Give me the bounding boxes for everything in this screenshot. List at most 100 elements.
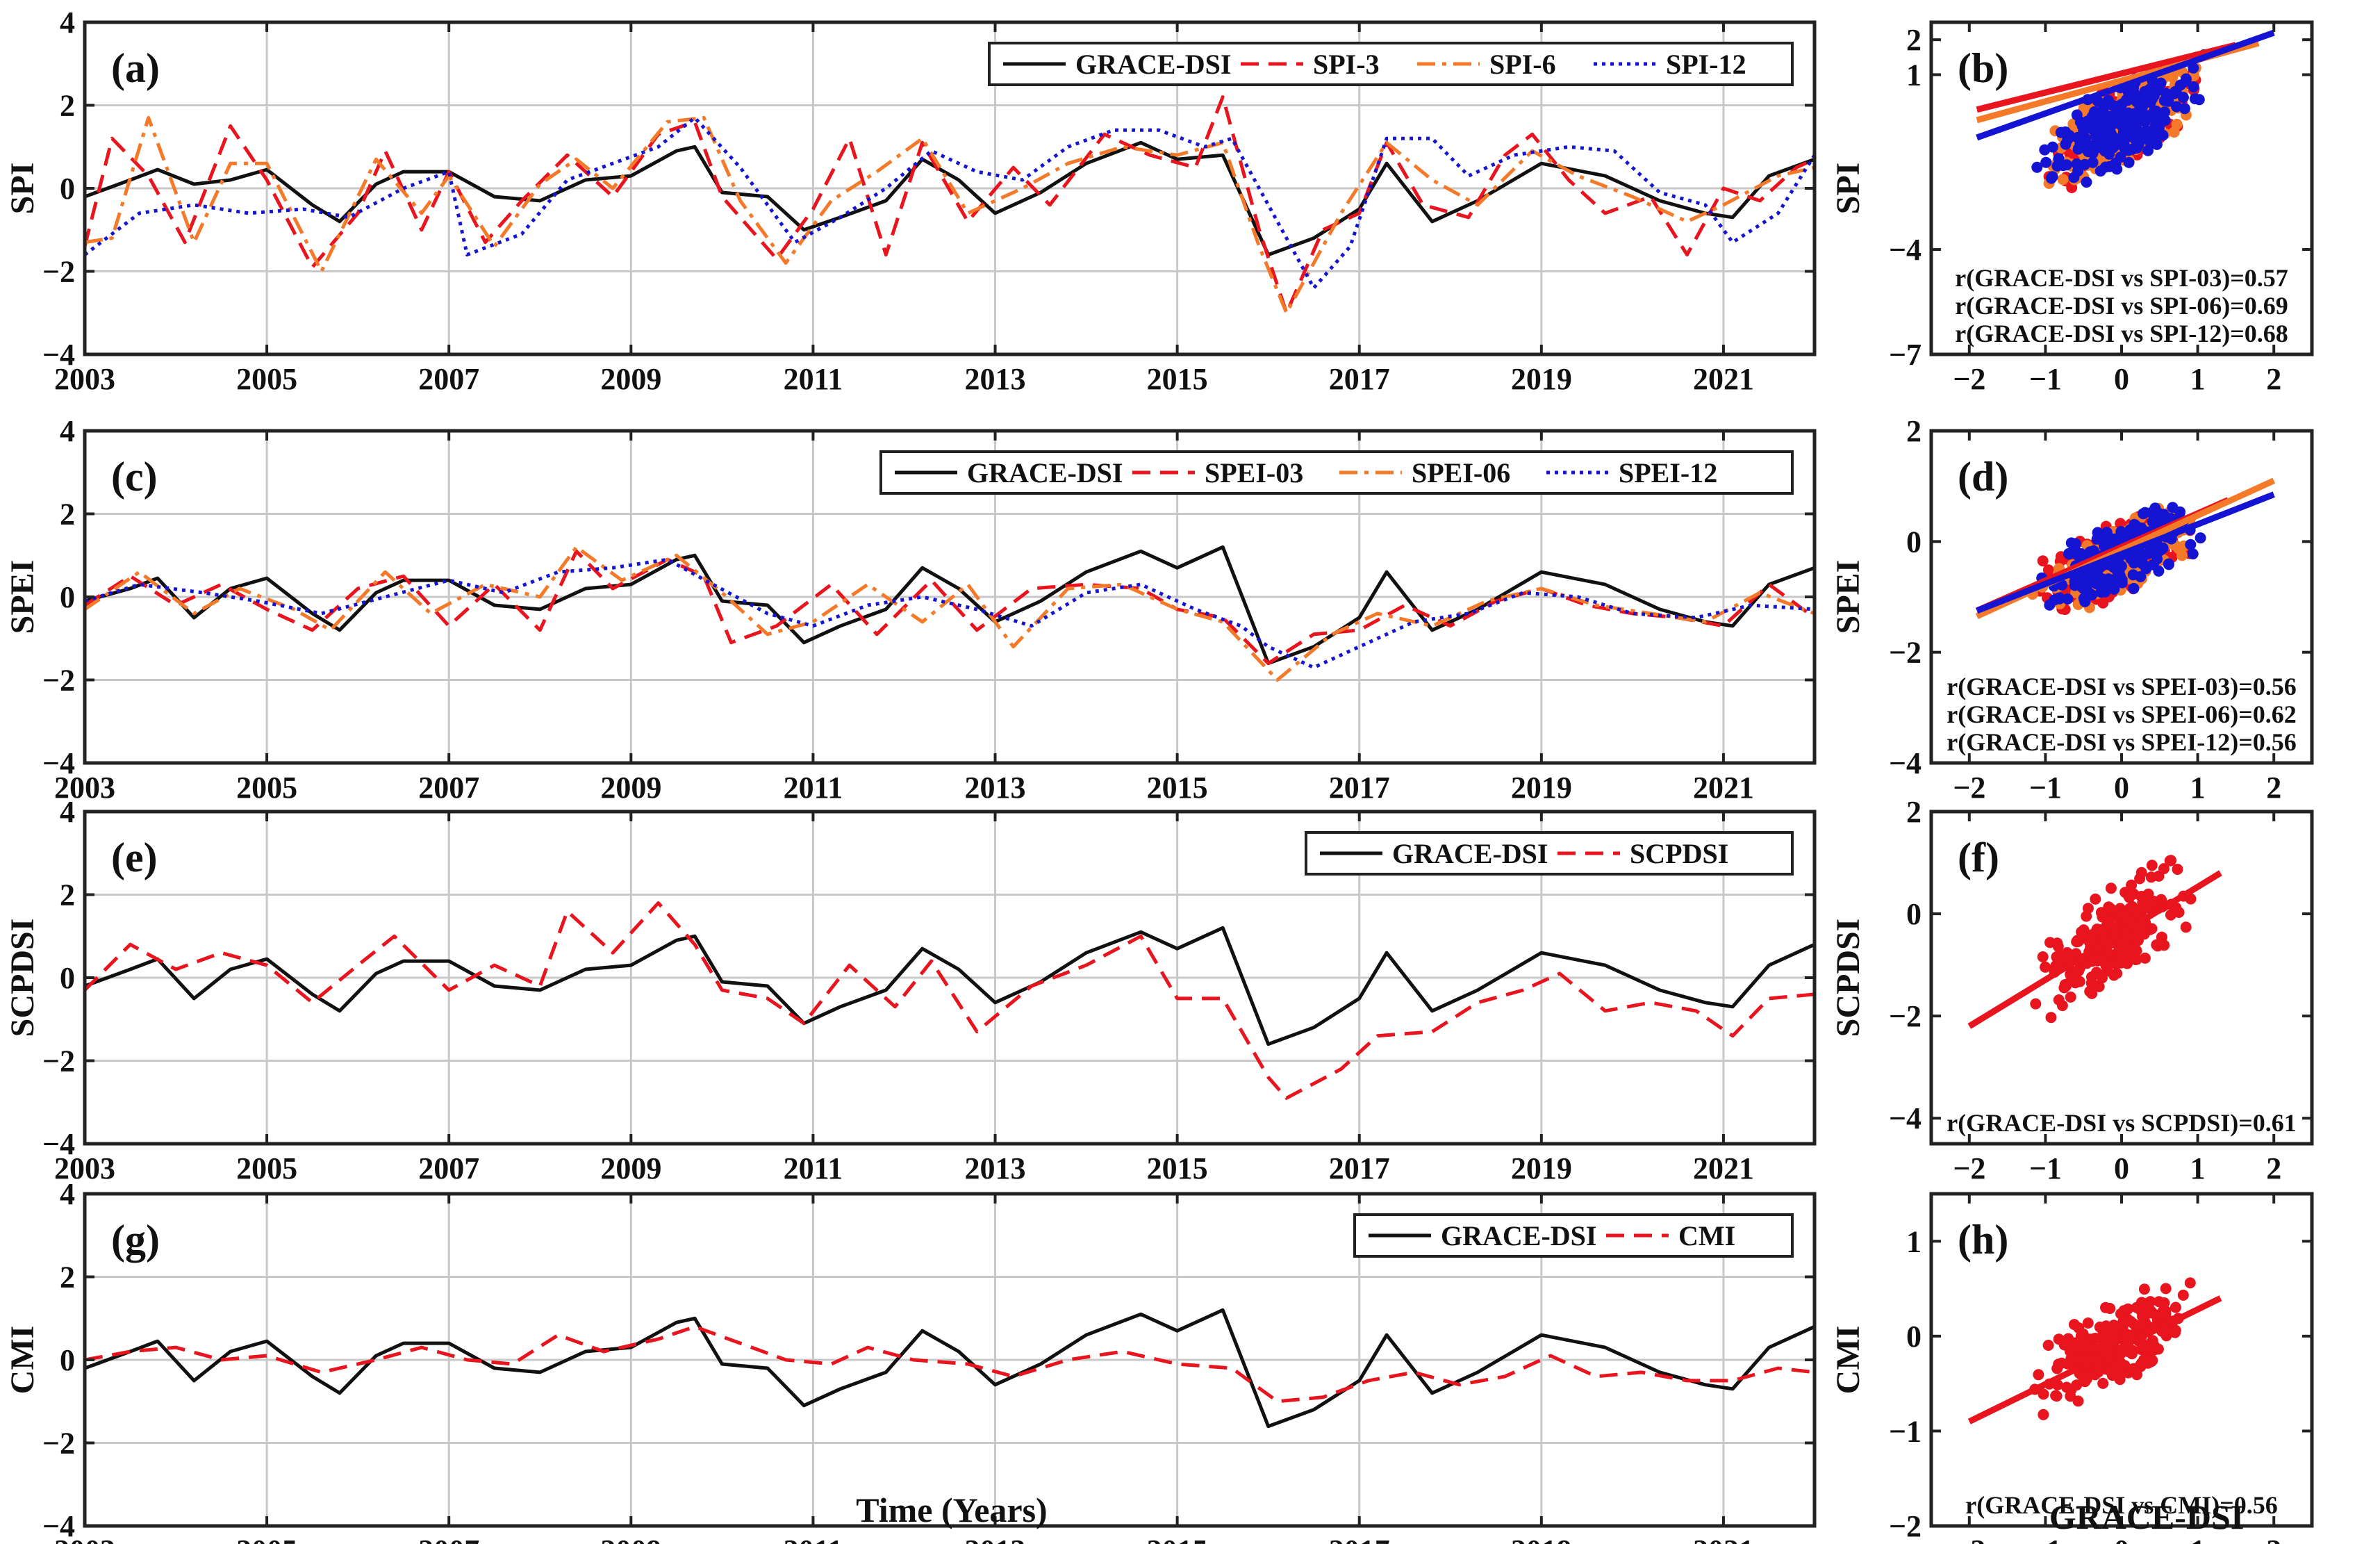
fit-line-spi-12 [1976,29,2275,141]
scatter-point-scpdsi [2122,953,2133,965]
scatter-point-spi-12 [2151,115,2163,127]
x-tick-label: 2021 [1693,1534,1754,1544]
scatter-point-cmi [2042,1340,2054,1351]
x-tick-label: 1 [2190,771,2206,805]
y-axis-label: CMI [1830,1326,1867,1395]
time-axis-label: Time (Years) [856,1490,1047,1529]
scatter-point-scpdsi [2106,921,2117,933]
y-tick-label: −2 [42,1427,75,1461]
scatter-point-scpdsi [2037,951,2049,962]
x-tick-label: 1 [2190,1534,2206,1544]
legend-label-grace-dsi: GRACE-DSI [967,457,1123,488]
scatter-point-cmi [2158,1297,2170,1308]
scatter-point-scpdsi [2092,968,2104,980]
x-tick-label: 2007 [418,362,479,396]
scatter-point-spei-03 [2042,564,2054,576]
scatter-point-scpdsi [2084,985,2096,997]
scatter-point-scpdsi [2088,930,2099,942]
y-tick-label: 4 [60,1177,75,1211]
scatter-point-cmi [2082,1317,2094,1329]
x-tick-label: 1 [2190,362,2206,396]
legend-label-spei-06: SPEI-06 [1412,457,1510,488]
scatter-point-spi-12 [2159,106,2171,118]
x-tick-label: 2009 [600,1534,661,1544]
data-layer [1967,855,2222,1029]
data-layer [85,1308,1815,1429]
fit-line-spi-03 [1976,42,2237,113]
y-tick-label: −2 [1889,1509,1922,1543]
scatter-point-scpdsi [2155,938,2167,950]
legend-label-spi-3: SPI-3 [1313,49,1380,80]
panels: 2003 2005 2007 2009 2011 2013 2015 2017 2019 2021… [4,6,2314,1544]
scatter-point-spi-12 [2110,133,2122,145]
scatter-point-scpdsi [2040,961,2051,973]
x-tick-label: 2017 [1329,362,1390,396]
panel-g: 2003 2005 2007 2009 2011 2013 2015 2017 2019 2021… [4,1177,1817,1544]
y-tick-label: 0 [1906,1320,1922,1354]
scatter-point-spi-12 [2171,101,2183,113]
scatter-point-spi-12 [2137,101,2149,113]
scatter-point-spei-12 [2044,599,2056,611]
scatter-point-scpdsi [2082,903,2094,914]
scatter-point-spi-06 [2057,174,2069,186]
x-tick-label: 2009 [600,771,661,805]
scatter-point-scpdsi [2095,954,2107,966]
scatter-point-spei-12 [2129,519,2141,531]
scatter-point-scpdsi [2165,855,2176,867]
x-tick-label: −1 [2029,771,2062,805]
x-tick-label: 2013 [965,362,1026,396]
x-tick-label: 2007 [418,771,479,805]
y-tick-label: 0 [60,1343,75,1377]
y-tick-label: 0 [1906,897,1922,931]
scatter-point-spi-12 [2116,98,2128,110]
legend-label-cmi: CMI [1678,1220,1735,1251]
scatter-point-cmi [2065,1384,2077,1396]
scatter-axis-label: GRACE-DSI [2049,1497,2245,1536]
y-tick-label: 2 [60,89,75,123]
x-tick-label: 2 [2266,362,2281,396]
x-tick-label: 2017 [1329,1151,1390,1185]
scatter-point-cmi [2159,1310,2171,1322]
scatter-point-spei-12 [2147,559,2159,570]
scatter-point-spi-12 [2119,144,2131,156]
y-tick-label: −2 [42,255,75,289]
scatter-point-scpdsi [2069,967,2081,978]
series-line-scpdsi [85,901,1815,1100]
scatter-point-spei-12 [2195,532,2206,544]
y-tick-label: 0 [60,961,75,995]
scatter-point-cmi [2138,1283,2150,1295]
y-tick-label: 2 [60,498,75,532]
x-tick-label: 2013 [965,771,1026,805]
scatter-point-spi-12 [2188,81,2199,92]
scatter-point-spi-12 [2047,141,2058,153]
series-line-spei-03 [85,549,1815,666]
scatter-point-spi-12 [2057,160,2069,172]
legend-label-spei-03: SPEI-03 [1205,457,1303,488]
y-axis-label: SPI [4,163,41,215]
scatter-point-scpdsi [2173,907,2185,918]
scatter-point-spei-12 [2153,543,2165,555]
legend-box [879,450,1794,495]
scatter-point-spei-12 [2115,560,2127,572]
scatter-point-scpdsi [2130,954,2142,965]
scatter-point-spei-12 [2056,579,2068,591]
y-tick-label: −2 [1889,636,1922,670]
scatter-point-spi-12 [2144,135,2156,147]
scatter-point-cmi [2097,1377,2109,1389]
scatter-point-cmi [2184,1277,2196,1289]
scatter-point-spei-12 [2063,548,2075,559]
scatter-point-spi-12 [2101,142,2113,154]
y-tick-label: 0 [1906,525,1922,559]
y-tick-label: −4 [42,338,75,372]
panel-label: (c) [111,454,158,500]
scatter-point-scpdsi [2053,994,2065,1005]
x-tick-label: 2007 [418,1151,479,1185]
y-tick-label: 4 [60,414,75,448]
scatter-point-spi-12 [2177,92,2189,104]
correlation-annotation: r(GRACE-DSI vs SPI-06)=0.69 [1955,292,2288,320]
y-axis-label: CMI [4,1326,41,1395]
y-axis-label: SCPDSI [1830,919,1867,1037]
scatter-point-scpdsi [2086,955,2098,967]
scatter-point-scpdsi [2030,998,2042,1010]
y-tick-label: −2 [42,1044,75,1078]
